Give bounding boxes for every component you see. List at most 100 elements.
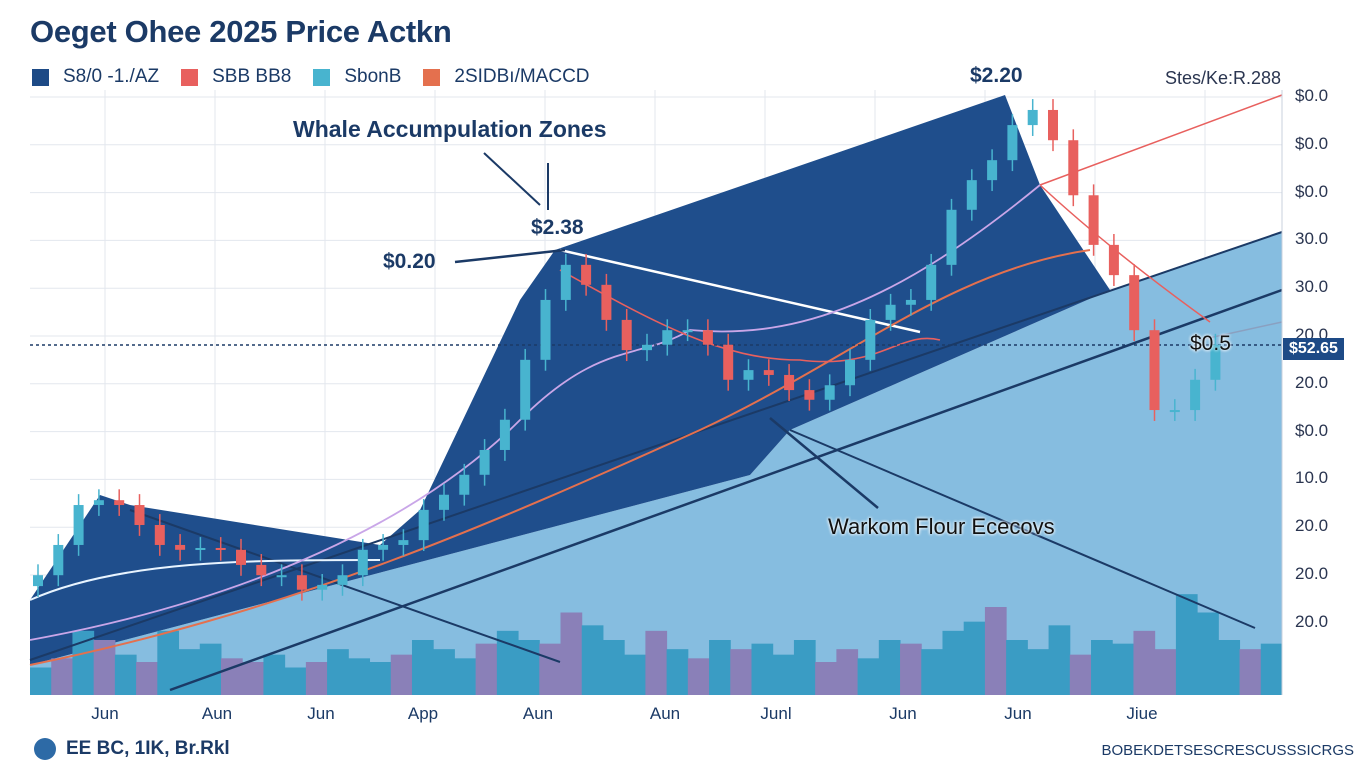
y-tick-label: 20.0 [1295, 611, 1329, 631]
light-area [30, 232, 1282, 695]
candle-body [723, 344, 734, 380]
candle-body [885, 304, 896, 320]
candle [378, 534, 389, 561]
volume-bar [433, 649, 455, 695]
candle-body [154, 524, 165, 545]
candle [540, 289, 551, 371]
candle-body [53, 544, 64, 576]
candle-body [276, 575, 287, 578]
legend-swatch [32, 68, 49, 86]
candle-body [134, 505, 145, 525]
candle-body [601, 284, 612, 320]
candle [743, 359, 754, 391]
legend-label: S8/0 -1./AZ [63, 66, 160, 87]
candle-body [1027, 109, 1038, 126]
candle [1129, 264, 1140, 342]
candle [824, 374, 835, 411]
candle-body [418, 509, 429, 541]
volume-bar [645, 630, 668, 695]
candle [662, 319, 673, 356]
volume-bar [624, 654, 646, 695]
candle-body [317, 584, 328, 590]
volume-bar [560, 612, 583, 695]
y-tick-label: 20.0 [1295, 564, 1329, 583]
candle-body [804, 390, 815, 400]
candle [73, 494, 84, 556]
x-tick-label: Aun [201, 704, 233, 723]
volume-bar [390, 654, 413, 695]
volume-bars [30, 594, 1283, 695]
volume-bar [857, 658, 880, 695]
legend-item: 2SIDBı/MACCD [423, 66, 590, 88]
moving-average-orange [29, 249, 1091, 666]
candle-body [865, 319, 876, 360]
legend-label: SBB BB8 [212, 66, 292, 87]
volume-bar [93, 640, 116, 695]
candle [296, 564, 307, 601]
x-tick-label: App [407, 704, 439, 723]
volume-bar [772, 654, 795, 695]
volume-bar [475, 643, 498, 695]
dark-area [30, 95, 1110, 665]
volume-bar [1218, 640, 1241, 695]
candle-body [1190, 379, 1201, 411]
candle-body [296, 575, 307, 590]
volume-bar [539, 643, 562, 695]
candle-body [763, 370, 774, 375]
candle [865, 309, 876, 371]
candle [195, 537, 206, 561]
volume-bar [454, 658, 477, 695]
volume-bar [1048, 625, 1071, 695]
volume-bar [348, 658, 371, 695]
candle-body [987, 160, 998, 181]
candle [702, 319, 713, 356]
candle [1007, 114, 1018, 172]
candle [1108, 233, 1119, 287]
candle-body [1088, 195, 1099, 245]
trend-line [1039, 94, 1283, 186]
x-tick-label: Jun [889, 704, 917, 723]
candle-body [926, 264, 937, 300]
candle-body [824, 385, 835, 400]
candle-body [1048, 109, 1058, 141]
candle-body [398, 540, 409, 545]
candle [236, 538, 246, 576]
candle [479, 439, 490, 486]
candle [642, 333, 652, 362]
y-tick-label: $0.0 [1295, 181, 1329, 201]
y-tick-label: $0.0 [1295, 133, 1329, 153]
candle [418, 498, 429, 552]
candle [459, 463, 470, 506]
volume-bar [178, 649, 201, 695]
x-tick-label: Aun [649, 704, 681, 723]
volume-bar [815, 662, 837, 695]
candle [601, 273, 612, 331]
volume-bar [51, 658, 73, 695]
trend-line [789, 429, 1256, 629]
volume-bar [199, 643, 222, 695]
candle-body [459, 474, 470, 495]
candle-body [946, 209, 957, 265]
volume-bar [602, 640, 625, 695]
volume-bar [730, 649, 752, 695]
annotation-top-right: Stes/Ke:R.288 [1165, 68, 1282, 88]
y-tick-label: $0.0 [1295, 420, 1329, 440]
volume-bar [581, 625, 604, 695]
logo-icon [34, 738, 56, 760]
legend-item: SBB BB8 [181, 66, 291, 88]
candle [398, 529, 409, 556]
volume-bar [411, 640, 434, 695]
candle-body [195, 547, 206, 550]
chart-title: Oeget Ohee 2025 Price Actkn [30, 14, 452, 49]
candle-body [784, 374, 795, 391]
annotation-current: $0.5 [1190, 332, 1231, 355]
candle-body [662, 330, 673, 345]
candle [621, 309, 632, 362]
volume-bar [220, 658, 243, 695]
volume-bar [984, 607, 1007, 695]
annotation-arrow [769, 417, 879, 509]
candle [93, 489, 104, 516]
volume-bar [1239, 649, 1262, 695]
volume-bar [1197, 612, 1219, 695]
